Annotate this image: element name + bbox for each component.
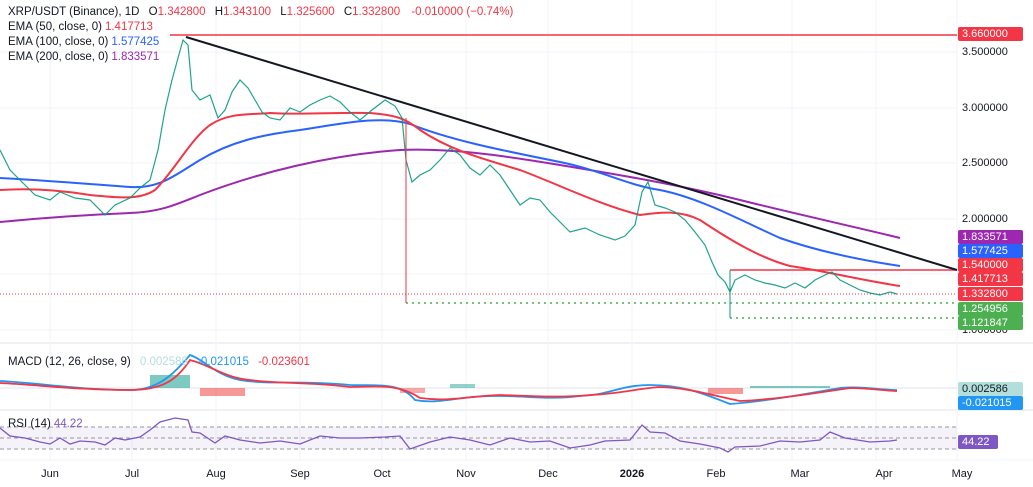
macd-value: -0.021015 — [197, 356, 249, 368]
time-label: Apr — [875, 468, 893, 480]
rsi-label: RSI (14) — [8, 418, 51, 430]
price-tick: 3.000000 — [962, 102, 1008, 114]
open-label: O — [148, 6, 158, 18]
low-label: L — [280, 6, 287, 18]
time-label-year: 2026 — [619, 468, 645, 480]
high-value: 1.343100 — [223, 6, 272, 18]
price-tag-support-1[interactable]: 1.254956 — [958, 302, 1023, 316]
price-tag-resistance-low[interactable]: 1.540000 — [958, 258, 1023, 272]
rsi-legend[interactable]: RSI (14) 44.22 — [8, 417, 83, 432]
ema100-value: 1.577425 — [111, 36, 160, 48]
price-candles[interactable] — [0, 38, 898, 296]
rsi-value: 44.22 — [53, 418, 83, 430]
horizontal-grid — [0, 51, 957, 389]
ema100-legend[interactable]: EMA (100, close, 0) 1.577425 — [8, 35, 159, 50]
price-tag-resistance-high[interactable]: 3.660000 — [958, 27, 1023, 41]
close-value: 1.332800 — [352, 6, 401, 18]
price-tick: 2.000000 — [962, 213, 1008, 225]
macd-histogram — [150, 375, 830, 396]
ema200-legend[interactable]: EMA (200, close, 0) 1.833571 — [8, 50, 159, 65]
time-label: Sep — [290, 468, 310, 480]
symbol-legend[interactable]: XRP/USDT (Binance), 1D O1.342800 H1.3431… — [8, 5, 513, 20]
close-label: C — [343, 6, 353, 18]
ema50-value: 1.417713 — [104, 21, 153, 33]
time-label: Oct — [373, 468, 391, 480]
high-label: H — [214, 6, 224, 18]
price-tag-last[interactable]: 1.332800 — [958, 287, 1023, 301]
ema50-legend[interactable]: EMA (50, close, 0) 1.417713 — [8, 20, 153, 35]
price-tick: 2.500000 — [962, 157, 1008, 169]
ema100-label: EMA (100, close, 0) — [8, 36, 109, 48]
price-tag-support-2[interactable]: 1.121847 — [958, 316, 1023, 330]
time-label: May — [951, 468, 973, 480]
price-tick: 3.500000 — [962, 46, 1008, 58]
macd-legend[interactable]: MACD (12, 26, close, 9) 0.002586 -0.0210… — [8, 355, 310, 370]
ema50-line[interactable] — [0, 111, 901, 287]
time-label: Jun — [41, 468, 59, 480]
macd-tag: -0.021015 — [958, 396, 1023, 410]
macd-hist-tag: 0.002586 — [958, 382, 1023, 396]
ema50-label: EMA (50, close, 0) — [8, 21, 102, 33]
change-value: -0.010000 (−0.74%) — [411, 6, 514, 18]
macd-line[interactable] — [0, 353, 898, 405]
open-value: 1.342800 — [157, 6, 206, 18]
price-tag-ema50[interactable]: 1.417713 — [958, 272, 1023, 286]
time-label: Jul — [124, 468, 140, 480]
low-value: 1.325600 — [286, 6, 335, 18]
rsi-line[interactable] — [0, 417, 898, 453]
symbol-title: XRP/USDT (Binance), 1D — [8, 6, 140, 18]
macd-signal-line[interactable] — [0, 358, 898, 402]
rsi-tag: 44.22 — [958, 435, 998, 449]
time-label: Dec — [538, 468, 558, 480]
ema200-line[interactable] — [0, 148, 901, 239]
macd-label: MACD (12, 26, close, 9) — [8, 356, 131, 368]
macd-signal-value: -0.023601 — [258, 356, 310, 368]
price-tag-ema100[interactable]: 1.577425 — [958, 244, 1023, 258]
rsi-levels — [0, 426, 957, 450]
time-label: Feb — [706, 468, 726, 480]
ema200-value: 1.833571 — [111, 51, 160, 63]
vertical-grid — [49, 0, 877, 460]
time-label: Mar — [790, 468, 810, 480]
time-label: Nov — [456, 468, 476, 480]
price-tag-ema200[interactable]: 1.833571 — [958, 230, 1023, 244]
downtrend-line[interactable] — [185, 36, 958, 271]
ema200-label: EMA (200, close, 0) — [8, 51, 109, 63]
macd-hist-value: 0.002586 — [139, 356, 188, 368]
ema100-line[interactable] — [0, 119, 901, 267]
time-label: Aug — [206, 468, 226, 480]
